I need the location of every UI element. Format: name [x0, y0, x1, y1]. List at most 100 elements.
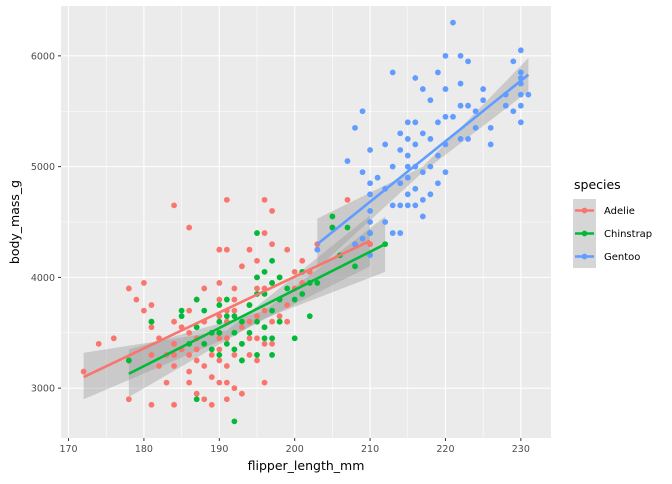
- data-point-adelie: [171, 318, 177, 325]
- y-tick-label: 4000: [31, 273, 55, 284]
- data-point-adelie: [186, 368, 193, 375]
- y-tick-label: 6000: [31, 51, 55, 62]
- data-point-gentoo: [517, 47, 524, 54]
- data-point-chinstrap: [223, 296, 230, 303]
- data-point-adelie: [171, 352, 177, 358]
- data-point-gentoo: [502, 102, 509, 109]
- data-point-gentoo: [450, 113, 456, 120]
- data-point-adelie: [171, 401, 177, 408]
- data-point-adelie: [223, 196, 230, 203]
- data-point-adelie: [261, 196, 268, 203]
- data-point-gentoo: [397, 180, 404, 187]
- data-point-gentoo: [419, 86, 426, 92]
- data-point-adelie: [186, 224, 193, 231]
- fit-lines: [83, 73, 530, 379]
- data-point-adelie: [269, 318, 275, 325]
- data-point-chinstrap: [246, 302, 253, 308]
- data-point-chinstrap: [231, 313, 238, 320]
- data-point-adelie: [284, 246, 291, 253]
- data-point-chinstrap: [269, 352, 275, 358]
- data-point-adelie: [148, 302, 155, 308]
- data-point-chinstrap: [284, 285, 291, 292]
- data-point-adelie: [193, 346, 200, 353]
- data-point-gentoo: [435, 152, 441, 159]
- data-point-chinstrap: [344, 224, 351, 231]
- data-point-gentoo: [352, 241, 358, 248]
- data-point-adelie: [133, 296, 140, 303]
- data-point-gentoo: [359, 108, 366, 115]
- data-point-adelie: [291, 268, 298, 275]
- data-point-chinstrap: [269, 307, 275, 314]
- data-point-adelie: [186, 307, 193, 314]
- data-point-gentoo: [442, 52, 449, 59]
- data-point-chinstrap: [276, 274, 283, 281]
- data-point-chinstrap: [231, 418, 238, 425]
- data-point-chinstrap: [125, 357, 132, 364]
- data-point-adelie: [231, 285, 238, 292]
- data-point-adelie: [344, 196, 351, 203]
- data-point-gentoo: [404, 152, 411, 159]
- x-tick-label: 180: [135, 444, 153, 455]
- data-point-gentoo: [457, 102, 464, 109]
- data-point-adelie: [231, 307, 238, 314]
- fit-line-adelie: [83, 239, 371, 379]
- data-point-adelie: [125, 396, 132, 403]
- data-point-adelie: [239, 390, 245, 397]
- data-point-adelie: [163, 379, 170, 386]
- y-axis-title: body_mass_g: [7, 180, 22, 264]
- data-point-chinstrap: [201, 307, 208, 314]
- data-point-adelie: [269, 241, 275, 248]
- fit-line-gentoo: [316, 73, 530, 246]
- data-point-adelie: [223, 246, 230, 253]
- data-point-chinstrap: [246, 329, 253, 336]
- data-points: [80, 19, 532, 425]
- data-point-gentoo: [314, 246, 321, 253]
- data-point-chinstrap: [239, 357, 245, 364]
- data-point-chinstrap: [193, 296, 200, 303]
- data-point-gentoo: [525, 91, 532, 98]
- y-tick-label: 3000: [31, 384, 55, 395]
- data-point-gentoo: [480, 86, 487, 92]
- data-point-chinstrap: [261, 335, 268, 342]
- data-point-gentoo: [427, 97, 434, 104]
- data-point-gentoo: [435, 69, 441, 76]
- data-point-adelie: [201, 285, 208, 292]
- data-point-chinstrap: [329, 213, 336, 220]
- data-point-gentoo: [404, 163, 411, 170]
- data-point-chinstrap: [201, 340, 208, 347]
- data-point-adelie: [223, 379, 230, 386]
- data-point-adelie: [276, 313, 283, 320]
- data-point-adelie: [254, 257, 260, 264]
- data-point-gentoo: [389, 230, 396, 236]
- data-point-gentoo: [419, 213, 426, 220]
- data-point-gentoo: [404, 191, 411, 198]
- data-point-adelie: [261, 230, 268, 236]
- data-point-adelie: [254, 313, 260, 320]
- data-point-adelie: [254, 285, 260, 292]
- data-point-gentoo: [367, 230, 373, 236]
- data-point-gentoo: [442, 113, 449, 120]
- data-point-adelie: [80, 368, 87, 375]
- x-tick-label: 230: [512, 444, 530, 455]
- data-point-chinstrap: [254, 274, 260, 281]
- data-point-chinstrap: [261, 268, 268, 275]
- data-point-chinstrap: [193, 396, 200, 403]
- x-tick-label: 220: [436, 444, 454, 455]
- data-point-chinstrap: [269, 335, 275, 342]
- data-point-adelie: [193, 390, 200, 397]
- data-point-gentoo: [397, 230, 404, 236]
- data-point-gentoo: [397, 130, 404, 137]
- data-point-gentoo: [457, 80, 464, 87]
- data-point-adelie: [223, 363, 230, 369]
- data-point-chinstrap: [261, 324, 268, 331]
- legend-title: species: [574, 177, 621, 192]
- data-point-chinstrap: [208, 346, 215, 353]
- data-point-gentoo: [419, 130, 426, 137]
- data-point-gentoo: [427, 136, 434, 142]
- legend-keys: Adelie Chinstrap Gentoo: [573, 199, 652, 268]
- data-point-chinstrap: [216, 302, 223, 308]
- legend-key-point: [581, 207, 588, 214]
- data-point-adelie: [246, 335, 253, 342]
- data-point-gentoo: [472, 124, 479, 131]
- data-point-gentoo: [404, 136, 411, 142]
